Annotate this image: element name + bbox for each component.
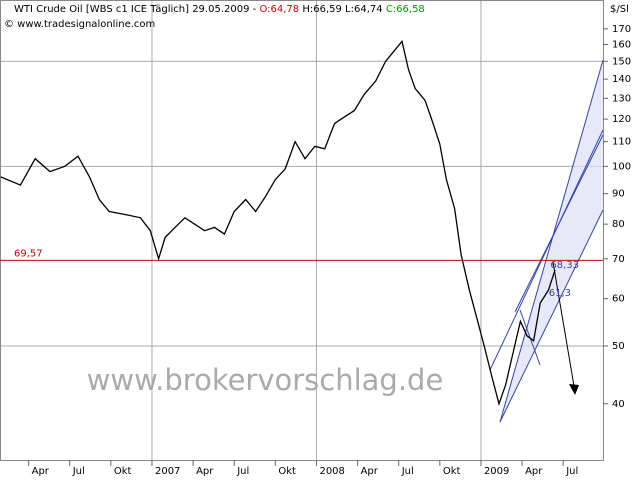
channel-line [499, 209, 604, 423]
channel-line [514, 134, 604, 313]
y-tick-label: 140 [612, 74, 631, 85]
plot-frame [0, 0, 604, 461]
y-tick-label: 160 [612, 40, 631, 51]
level-label: 69,57 [14, 248, 43, 259]
price-line [0, 39, 556, 407]
copyright: © www.tradesignalonline.com [4, 19, 155, 30]
channel-line [489, 129, 604, 371]
y-tick-label: 100 [612, 161, 631, 172]
chart-title: WTI Crude Oil [WBS c1 ICE Täglich] 29.05… [14, 4, 425, 15]
x-tick-label: Apr [525, 466, 543, 477]
annotation: 61,3 [549, 288, 571, 299]
x-tick-label: Jul [401, 466, 414, 477]
y-tick-label: 40 [612, 399, 625, 410]
x-tick-label: Okt [114, 466, 132, 477]
y-tick-label: 80 [612, 219, 625, 230]
x-tick-label: Okt [278, 466, 296, 477]
channel-line [499, 59, 604, 423]
x-tick-label: Apr [196, 466, 214, 477]
watermark: www.brokervorschlag.de [87, 363, 444, 397]
x-tick-label: Jul [236, 466, 249, 477]
x-tick-label: 2007 [155, 466, 180, 477]
y-tick-label: 130 [612, 93, 631, 104]
unit-label: $/Sl [610, 4, 629, 15]
x-tick-label: 2009 [484, 466, 509, 477]
y-tick-label: 150 [612, 56, 631, 67]
arrow-line [552, 261, 576, 393]
x-tick-label: Apr [32, 466, 50, 477]
x-tick-label: 2008 [319, 466, 344, 477]
y-tick-label: 110 [612, 137, 631, 148]
y-tick-label: 170 [612, 24, 631, 35]
y-tick-label: 90 [612, 189, 625, 200]
x-tick-label: Jul [72, 466, 85, 477]
y-tick-label: 120 [612, 114, 631, 125]
x-tick-label: Okt [443, 466, 461, 477]
annotation: 68,33 [550, 260, 579, 271]
y-tick-label: 60 [612, 294, 625, 305]
y-tick-label: 70 [612, 254, 625, 265]
y-tick-label: 50 [612, 341, 625, 352]
arrow-head [569, 384, 579, 395]
x-tick-label: Jul [565, 466, 578, 477]
x-tick-label: Apr [361, 466, 379, 477]
